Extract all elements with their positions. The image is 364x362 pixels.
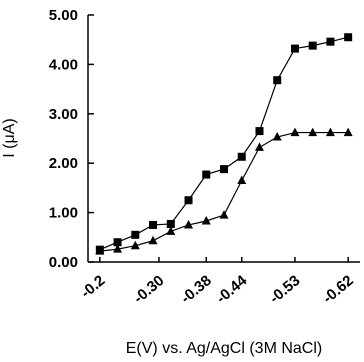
y-tick-label: 1.00 — [49, 205, 78, 222]
series-square — [95, 33, 353, 254]
data-point-triangle — [95, 246, 105, 255]
y-axis-title: I (μA) — [1, 118, 18, 157]
data-point-square — [273, 76, 282, 85]
data-point-square — [113, 238, 122, 247]
data-point-triangle — [201, 216, 211, 225]
data-point-square — [290, 44, 299, 53]
data-point-square — [255, 127, 264, 136]
data-point-triangle — [219, 210, 229, 219]
data-point-triangle — [130, 240, 140, 250]
y-tick-label: 3.00 — [49, 106, 78, 123]
axes — [87, 15, 360, 263]
data-point-square — [149, 220, 158, 229]
y-tick-label: 5.00 — [49, 7, 78, 24]
data-point-square — [344, 33, 353, 42]
y-tick-label: 4.00 — [49, 56, 78, 73]
x-tick-label: -0.2 — [78, 272, 109, 302]
data-point-triangle — [254, 142, 264, 151]
data-point-square — [308, 41, 317, 50]
y-ticks: 0.00 1.00 2.00 3.00 4.00 5.00 — [49, 7, 94, 271]
data-point-triangle — [113, 244, 123, 253]
data-point-square — [184, 196, 193, 205]
x-tick-label: -0.38 — [178, 272, 215, 307]
y-tick-label: 0.00 — [49, 254, 78, 271]
data-point-square — [202, 170, 211, 179]
data-point-square — [166, 219, 175, 228]
data-point-triangle — [325, 127, 335, 137]
y-tick-label: 2.00 — [49, 155, 78, 172]
x-ticks: -0.2 -0.30 -0.38-0.44 -0.53 -0.62 — [78, 257, 357, 307]
x-axis-title: E(V) vs. Ag/AgCl (3M NaCl) — [126, 340, 322, 357]
data-point-triangle — [308, 127, 318, 137]
series-triangle — [95, 127, 353, 255]
x-tick-label: -0.44 — [213, 272, 251, 307]
data-point-square — [220, 165, 228, 174]
data-point-square — [237, 152, 246, 161]
data-point-triangle — [184, 219, 194, 229]
data-point-triangle — [343, 127, 353, 137]
data-point-triangle — [166, 226, 176, 235]
x-tick-label: -0.30 — [130, 272, 167, 307]
data-point-triangle — [237, 175, 247, 184]
x-tick-label: -0.62 — [320, 272, 357, 307]
x-tick-label: -0.53 — [266, 272, 303, 307]
data-point-square — [131, 230, 140, 239]
series-layer — [95, 33, 353, 255]
data-point-triangle — [290, 127, 300, 137]
data-point-square — [326, 37, 335, 46]
data-point-triangle — [272, 132, 282, 141]
data-point-triangle — [148, 235, 158, 245]
